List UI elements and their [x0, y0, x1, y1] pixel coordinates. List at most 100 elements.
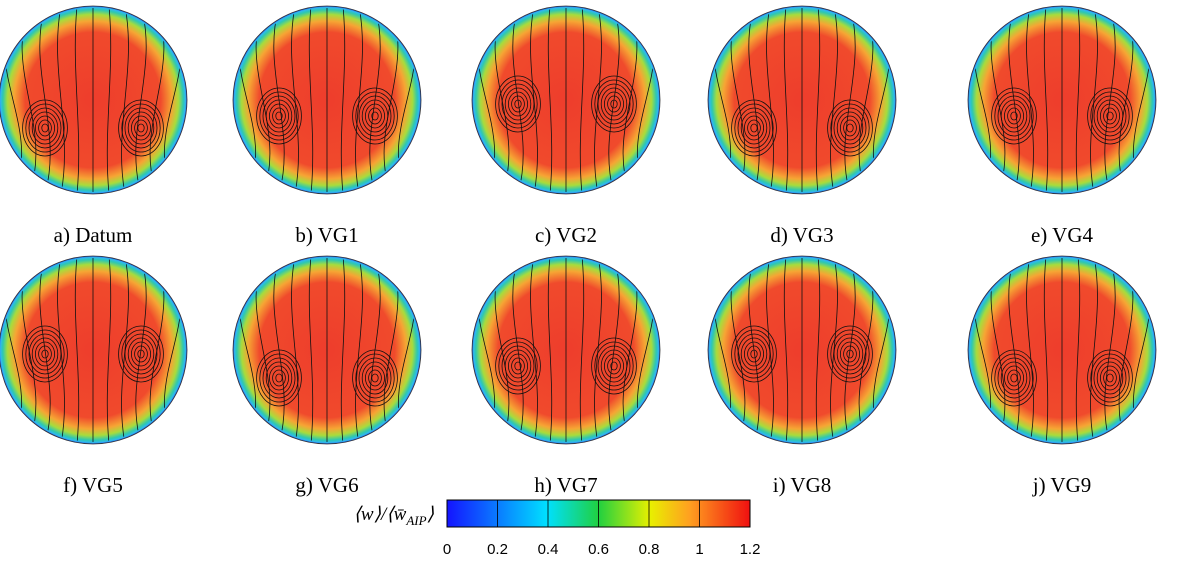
vortex [268, 103, 289, 129]
vortex [259, 353, 299, 403]
vortex [827, 99, 873, 157]
vortex [25, 329, 65, 379]
vortex [41, 123, 49, 133]
vortex [262, 95, 296, 137]
streamline [1026, 258, 1034, 442]
vortex [830, 329, 870, 379]
panel-label: a) Datum [54, 223, 133, 247]
panel [967, 255, 1157, 445]
vortex [35, 341, 56, 367]
panel [0, 255, 188, 445]
panel [471, 5, 661, 195]
vortex [268, 365, 289, 391]
vortex [38, 345, 52, 363]
vortex [1087, 87, 1133, 145]
vortex [740, 337, 768, 371]
vortex [514, 361, 522, 371]
vortex [272, 107, 286, 125]
vortex [504, 349, 532, 383]
vortex [843, 119, 857, 137]
vortex [130, 115, 151, 141]
tick-label: 1 [695, 541, 703, 558]
vortex [364, 365, 385, 391]
streamline [815, 258, 821, 442]
vortex [744, 115, 765, 141]
vortex [511, 95, 525, 113]
vortex [352, 87, 398, 145]
vortex [31, 337, 59, 371]
vortex [1093, 95, 1127, 137]
vortex [607, 95, 621, 113]
label-subscript: AIP [405, 513, 426, 528]
streamline [121, 8, 129, 192]
vortex [740, 111, 768, 145]
vortex [1000, 361, 1028, 395]
vortex [747, 345, 761, 363]
vortex [35, 115, 56, 141]
panel-label: i) VG8 [773, 473, 832, 497]
streamline [783, 8, 789, 192]
vortex [836, 337, 864, 371]
streamline [1090, 8, 1098, 192]
vortex [1007, 107, 1021, 125]
vortex [121, 103, 161, 153]
vortex [352, 349, 398, 407]
vortex [1004, 103, 1025, 129]
vortex [1090, 91, 1130, 141]
vortex [130, 341, 151, 367]
vortex [827, 325, 873, 383]
panel [707, 255, 897, 445]
vortex [275, 111, 283, 121]
vortex [1106, 373, 1114, 383]
vortex [846, 349, 854, 359]
streamline [106, 258, 112, 442]
vortex [836, 111, 864, 145]
vortex [118, 99, 164, 157]
tick-label: 0.6 [588, 541, 609, 558]
vortex [997, 357, 1031, 399]
vortex [124, 333, 158, 375]
contour-disc [0, 5, 188, 195]
vortex [1100, 365, 1121, 391]
streamline [106, 8, 112, 192]
panel-label: e) VG4 [1031, 223, 1094, 247]
vortex [262, 357, 296, 399]
streamline [547, 258, 553, 442]
vortex [1103, 107, 1117, 125]
vortex [833, 107, 867, 149]
streamline [530, 258, 538, 442]
panel [0, 5, 188, 195]
tick-label: 0.4 [538, 541, 559, 558]
streamline [340, 258, 346, 442]
vortex [843, 345, 857, 363]
vortex [272, 369, 286, 387]
vortex [1100, 103, 1121, 129]
vortex [1087, 349, 1133, 407]
vortex [498, 341, 538, 391]
streamline [1043, 8, 1049, 192]
vortex [597, 345, 631, 387]
vortex [265, 99, 293, 133]
vortex [511, 357, 525, 375]
vortex [118, 325, 164, 383]
vortex [1010, 373, 1018, 383]
vortex [28, 107, 62, 149]
streamline [355, 8, 363, 192]
vortex [610, 99, 618, 109]
vortex [361, 361, 389, 395]
vortex [41, 349, 49, 359]
streamline [1075, 258, 1081, 442]
panel-label: d) VG3 [770, 223, 833, 247]
vortex [600, 87, 628, 121]
vortex [991, 349, 1037, 407]
tick-label: 0.8 [639, 541, 660, 558]
streamline [1043, 258, 1049, 442]
streamline [547, 8, 553, 192]
panel-label: h) VG7 [534, 473, 597, 497]
vortex [1090, 353, 1130, 403]
vortex [514, 99, 522, 109]
vortex [368, 369, 382, 387]
vortex [1004, 365, 1025, 391]
vortex [734, 103, 774, 153]
